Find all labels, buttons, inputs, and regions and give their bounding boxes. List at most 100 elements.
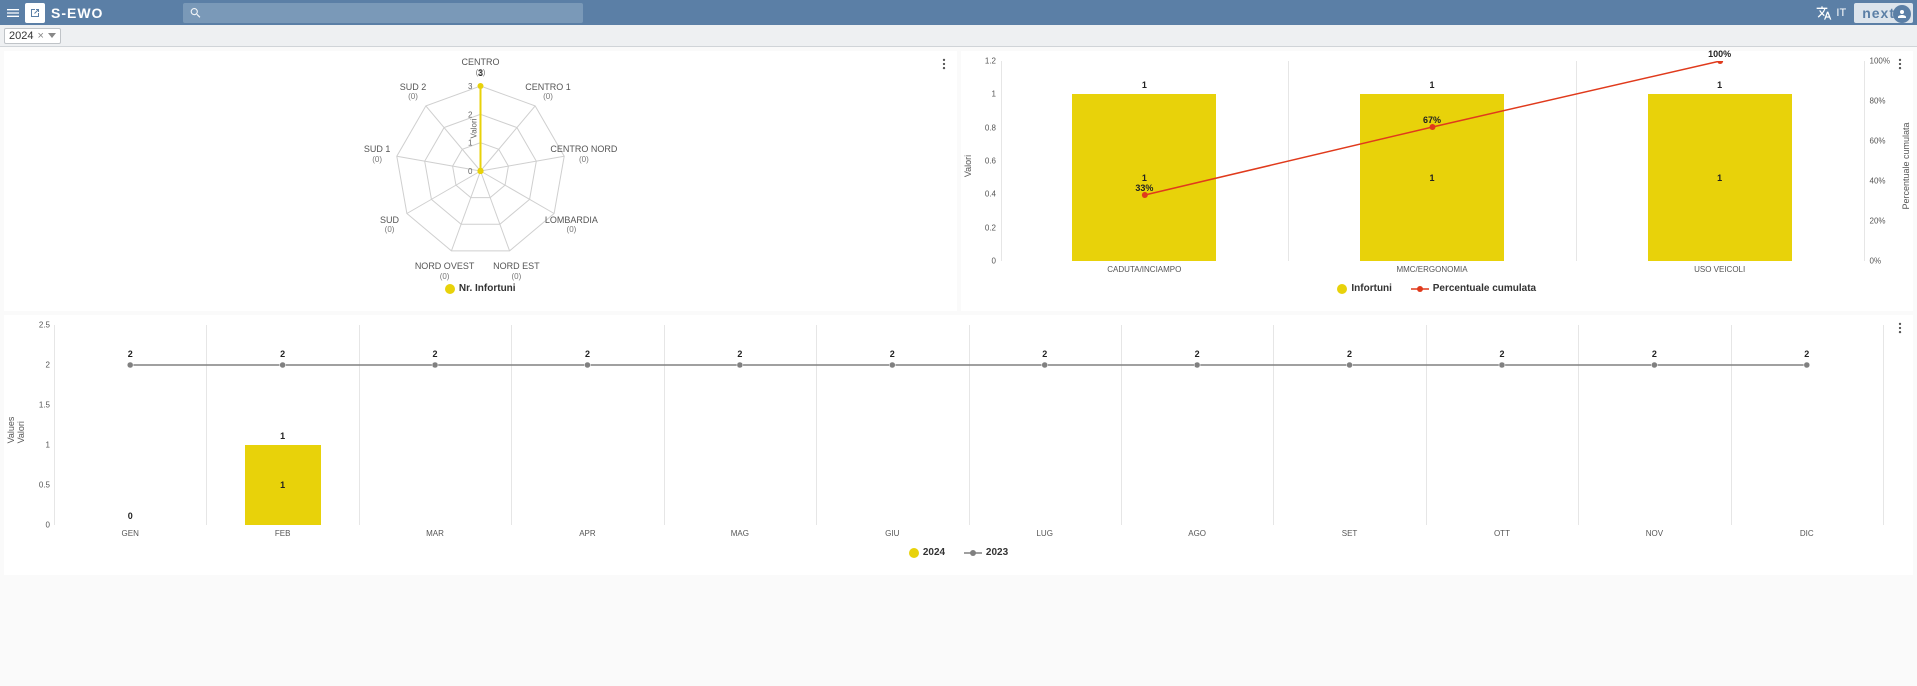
radar-axis-label: LOMBARDIA(0) <box>531 216 611 236</box>
line-value-label: 2 <box>280 349 285 359</box>
cum-pct-label: 33% <box>1135 183 1153 193</box>
line-value-label: 2 <box>128 349 133 359</box>
month-label: MAR <box>405 529 465 538</box>
chevron-down-icon[interactable] <box>48 33 56 38</box>
cum-pct-label: 100% <box>1708 49 1731 59</box>
dashboard-grid: 30123ValoriCENTRO(3)CENTRO 1(0)CENTRO NO… <box>0 47 1917 579</box>
pareto-legend-bar: Infortuni <box>1351 283 1392 294</box>
month-label: AGO <box>1167 529 1227 538</box>
y-tick-right: 40% <box>1870 177 1886 186</box>
y-tick: 0.2 <box>966 223 996 232</box>
y-tick: 1 <box>20 441 50 450</box>
hamburger-icon <box>5 5 21 21</box>
radar-chart: 30123ValoriCENTRO(3)CENTRO 1(0)CENTRO NO… <box>4 51 957 281</box>
line-value-label: 2 <box>433 349 438 359</box>
line-value-label: 2 <box>585 349 590 359</box>
line-value-label: 2 <box>890 349 895 359</box>
next-badge[interactable]: next <box>1854 3 1913 23</box>
bar-value-label: 1 <box>280 431 285 441</box>
svg-text:2: 2 <box>468 110 473 119</box>
y-tick: 0 <box>966 257 996 266</box>
radar-axis-label: SUD(0) <box>350 216 430 236</box>
bar-value-label: 1 <box>1429 80 1434 90</box>
pareto-legend: Infortuni Percentuale cumulata <box>961 281 1914 299</box>
pareto-chart: Valori Percentuale cumulata 1133%1167%11… <box>961 51 1914 281</box>
line-value-label: 2 <box>1652 349 1657 359</box>
month-label: DIC <box>1777 529 1837 538</box>
legend-line-icon <box>964 548 982 558</box>
bar-inner-label: 1 <box>1429 173 1434 183</box>
y-tick-right: 20% <box>1870 217 1886 226</box>
bar-inner-label: 1 <box>280 480 285 490</box>
pareto-panel: Valori Percentuale cumulata 1133%1167%11… <box>961 51 1914 311</box>
pareto-legend-line-label: Percentuale cumulata <box>1433 283 1536 294</box>
svg-text:Valori: Valori <box>470 118 479 138</box>
month-label: GEN <box>100 529 160 538</box>
radar-axis-label: SUD 1(0) <box>337 145 417 165</box>
y-tick-right: 60% <box>1870 137 1886 146</box>
monthly-y-label: ValuesValori <box>6 417 26 444</box>
year-filter-chip[interactable]: 2024 × <box>4 28 61 44</box>
translate-icon <box>1816 5 1832 21</box>
pareto-category-label: USO VEICOLI <box>1650 265 1790 274</box>
line-value-label: 2 <box>1347 349 1352 359</box>
month-label: MAG <box>710 529 770 538</box>
filter-bar: 2024 × <box>0 25 1917 47</box>
bar-inner-label: 1 <box>1142 173 1147 183</box>
language-switch[interactable]: IT <box>1816 5 1846 21</box>
user-avatar-icon <box>1893 5 1911 23</box>
y-tick-right: 100% <box>1870 57 1890 66</box>
month-label: GIU <box>862 529 922 538</box>
y-tick: 0.5 <box>20 481 50 490</box>
month-label: NOV <box>1624 529 1684 538</box>
month-label: LUG <box>1015 529 1075 538</box>
y-tick-right: 80% <box>1870 97 1886 106</box>
line-value-label: 2 <box>737 349 742 359</box>
monthly-legend: 2024 2023 <box>4 545 1913 563</box>
y-tick-right: 0% <box>1870 257 1882 266</box>
radar-panel: 30123ValoriCENTRO(3)CENTRO 1(0)CENTRO NO… <box>4 51 957 311</box>
radar-axis-label: CENTRO 1(0) <box>508 83 588 103</box>
monthly-legend-line-label: 2023 <box>986 547 1008 558</box>
y-tick: 2.5 <box>20 321 50 330</box>
search-box[interactable] <box>183 3 583 23</box>
line-value-label: 2 <box>1195 349 1200 359</box>
legend-dot-icon <box>1337 284 1347 294</box>
legend-line-icon <box>1411 284 1429 294</box>
y-tick: 1.2 <box>966 57 996 66</box>
language-code: IT <box>1836 7 1846 19</box>
app-logo-icon <box>25 3 45 23</box>
radar-axis-label: CENTRO NORD(0) <box>544 145 624 165</box>
radar-axis-label: SUD 2(0) <box>373 83 453 103</box>
app-header: S-EWO IT next <box>0 0 1917 25</box>
radar-axis-label: CENTRO(3) <box>441 58 521 78</box>
y-tick: 1.5 <box>20 401 50 410</box>
y-tick: 0.8 <box>966 123 996 132</box>
pareto-y-right-label: Percentuale cumulata <box>1901 122 1911 209</box>
bar-value-label: 1 <box>1717 80 1722 90</box>
y-tick: 1 <box>966 90 996 99</box>
svg-text:1: 1 <box>468 139 473 148</box>
menu-button[interactable] <box>0 0 25 25</box>
line-value-label: 2 <box>1804 349 1809 359</box>
search-input[interactable] <box>209 6 578 20</box>
legend-dot-icon <box>909 548 919 558</box>
month-label: APR <box>557 529 617 538</box>
search-icon <box>189 6 202 20</box>
close-icon[interactable]: × <box>37 30 43 42</box>
pareto-category-label: MMC/ERGONOMIA <box>1362 265 1502 274</box>
monthly-panel: ValuesValori 02112222222222200.511.522.5… <box>4 315 1913 575</box>
month-label: SET <box>1320 529 1380 538</box>
radar-legend-label: Nr. Infortuni <box>459 283 516 294</box>
bar-value-label: 1 <box>1142 80 1147 90</box>
radar-axis-label: NORD OVEST(0) <box>405 262 485 282</box>
year-filter-label: 2024 <box>9 30 33 42</box>
radar-axis-label: NORD EST(0) <box>476 262 556 282</box>
legend-dot-icon <box>445 284 455 294</box>
line-value-label: 2 <box>1499 349 1504 359</box>
month-label: FEB <box>253 529 313 538</box>
y-tick: 0.4 <box>966 190 996 199</box>
y-tick: 2 <box>20 361 50 370</box>
monthly-legend-bar: 2024 <box>923 547 945 558</box>
app-title: S-EWO <box>51 5 103 21</box>
